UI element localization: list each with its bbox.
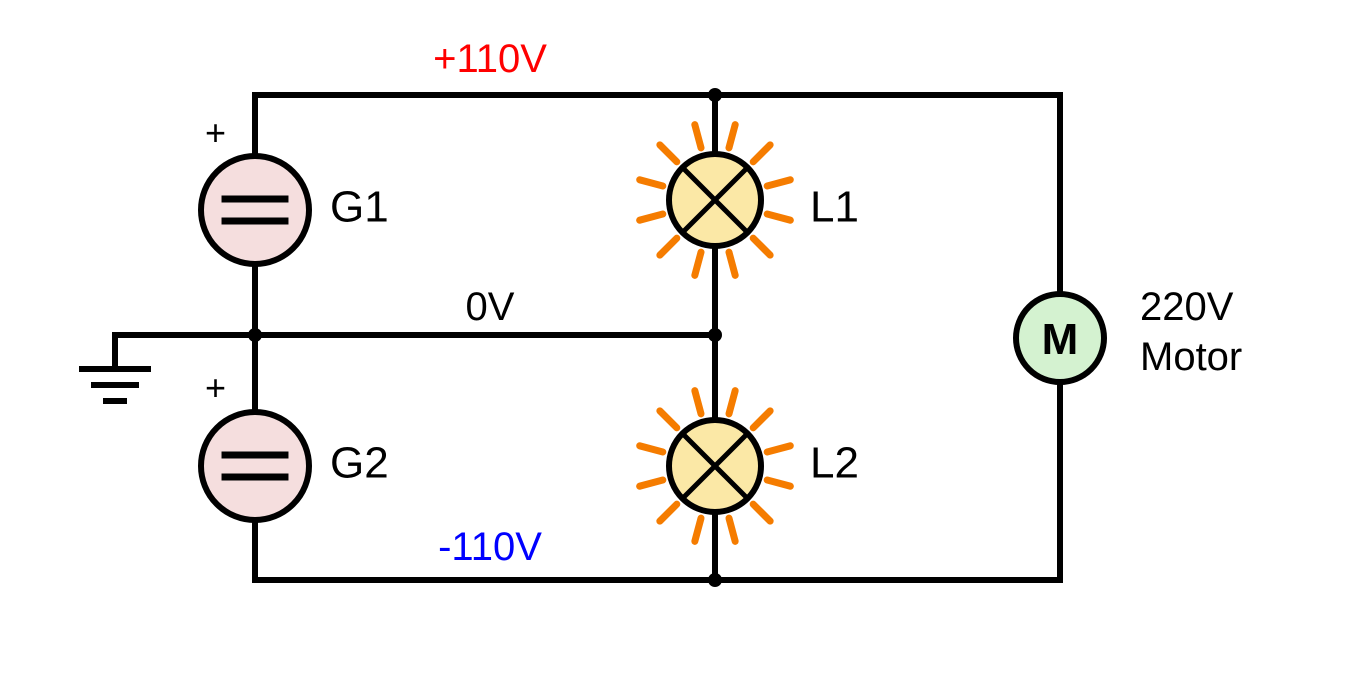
- label-g2-plus: +: [205, 367, 226, 408]
- label-motor: Motor: [1140, 335, 1242, 379]
- label-l1: L1: [810, 183, 859, 232]
- generator-g2: [201, 412, 309, 520]
- generator-g1: [201, 156, 309, 264]
- label-g1-plus: +: [205, 112, 226, 153]
- label-minus-110v: -110V: [438, 525, 542, 569]
- label-0v: 0V: [466, 285, 515, 329]
- label-l2: L2: [810, 439, 859, 488]
- ground-symbol: [79, 335, 151, 401]
- label-g2: G2: [330, 439, 389, 488]
- label-motor-m: M: [1042, 315, 1079, 364]
- circuit-diagram: +110V -110V 0V G1 G2 L1 L2 220V Motor + …: [0, 0, 1360, 680]
- label-220v: 220V: [1140, 285, 1234, 329]
- label-g1: G1: [330, 183, 389, 232]
- label-plus-110v: +110V: [433, 37, 547, 81]
